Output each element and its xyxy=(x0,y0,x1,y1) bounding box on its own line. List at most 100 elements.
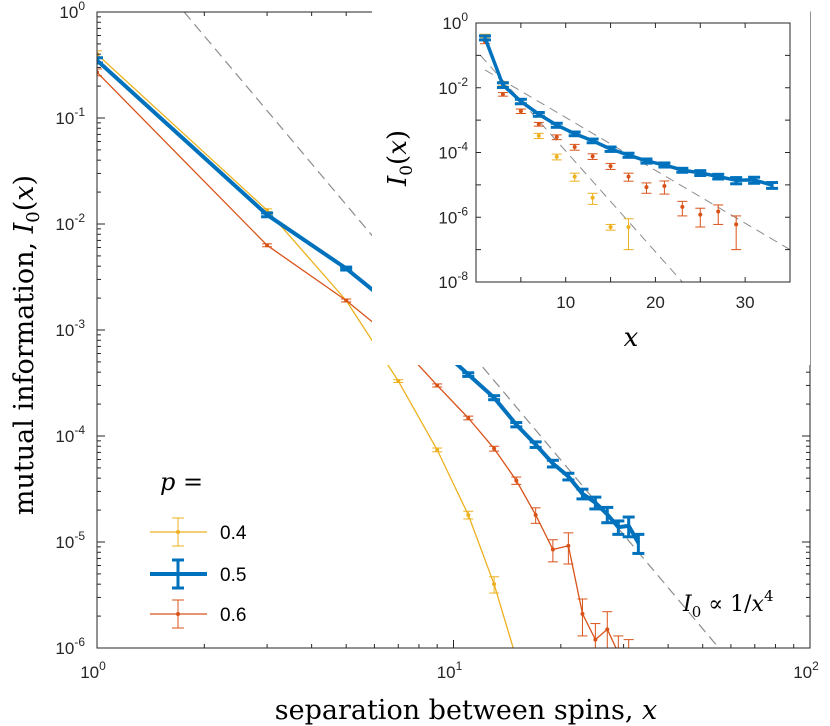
inset-x-tick-label: 10 xyxy=(556,293,575,312)
y-tick-label: 10-3 xyxy=(55,317,85,340)
errorbar-p-0.5 xyxy=(601,505,614,525)
inset-errorbar-p-0.4 xyxy=(533,132,544,140)
data-point-p-0.6 xyxy=(344,298,349,303)
legend-title: p = xyxy=(160,468,203,496)
inset-y-tick-label: 10-8 xyxy=(438,269,468,292)
legend-entry-p-0.5: 0.5 xyxy=(150,558,246,590)
x-tick-label: 100 xyxy=(80,659,106,682)
inset-errorbar-p-0.5 xyxy=(568,130,581,138)
inset-errorbar-p-0.6 xyxy=(695,207,706,228)
data-point-p-0.6 xyxy=(566,543,571,548)
data-point-p-0.6 xyxy=(580,611,585,616)
data-point-p-0.6 xyxy=(492,446,497,451)
errorbar-p-0.6 xyxy=(341,298,352,303)
inset-errorbar-p-0.4 xyxy=(551,153,562,161)
data-point-p-0.6 xyxy=(616,651,620,655)
inset-errorbar-p-0.5 xyxy=(640,157,653,165)
inset-data-point-p-0.6 xyxy=(500,92,505,97)
inset-axis-ticks: 10 20 30 10-8 10-6 10-4 10-2 100 xyxy=(438,10,790,312)
x-tick-label: 102 xyxy=(793,659,819,682)
data-point-p-0.6 xyxy=(627,656,631,660)
errorbar-p-0.6 xyxy=(262,243,273,248)
inset-errorbar-p-0.4 xyxy=(587,192,598,205)
data-point-p-0.4 xyxy=(534,678,538,682)
y-tick-label: 10-4 xyxy=(55,423,85,446)
errorbar-p-0.6 xyxy=(613,635,624,655)
inset-errorbar-p-0.4 xyxy=(605,223,616,231)
legend-background xyxy=(128,458,278,638)
errorbar-p-0.6 xyxy=(547,539,558,563)
inset-errorbar-p-0.5 xyxy=(694,169,707,177)
data-point-p-0.4 xyxy=(492,582,497,587)
inset-data-point-p-0.6 xyxy=(554,135,559,140)
inset-x-axis-label: x xyxy=(624,323,639,353)
inset-errorbar-p-0.6 xyxy=(641,182,652,194)
inset-data-point-p-0.6 xyxy=(662,184,667,189)
errorbar-p-0.6 xyxy=(530,507,541,524)
errorbar-p-0.5 xyxy=(576,487,589,501)
errorbar-p-0.5 xyxy=(462,371,475,378)
inset-errorbar-p-0.6 xyxy=(623,172,634,182)
main-plot: 100 101 102 10-6 10-5 10-4 10-3 10-2 10-1 100 sep… xyxy=(9,0,819,726)
legend-entries: 0.4 0.5 0.6 xyxy=(150,517,247,629)
data-point-p-0.4 xyxy=(396,379,401,384)
errorbar-p-0.6 xyxy=(511,476,522,485)
inset-x-tick-label: 30 xyxy=(736,293,755,312)
inset-x-tick-label: 20 xyxy=(646,293,665,312)
inset-data-point-p-0.4 xyxy=(608,224,613,229)
inset-data-point-p-0.4 xyxy=(536,133,541,138)
errorbar-p-0.5 xyxy=(622,515,635,539)
data-point-p-0.4 xyxy=(435,447,440,452)
inset-data-point-p-0.6 xyxy=(590,154,595,159)
inset-errorbar-p-0.5 xyxy=(730,176,743,186)
inset-errorbar-p-0.5 xyxy=(532,110,545,118)
y-tick-label: 10-1 xyxy=(55,105,85,128)
inset-data-point-p-0.6 xyxy=(536,122,541,127)
errorbar-p-0.4 xyxy=(511,653,521,665)
inset-errorbar-p-0.5 xyxy=(586,137,599,145)
inset-series-p-0.5 xyxy=(478,34,779,190)
inset-errorbar-p-0.4 xyxy=(569,172,580,182)
data-point-p-0.4 xyxy=(466,512,471,517)
inset-errorbar-p-0.5 xyxy=(748,175,761,185)
errorbar-p-0.5 xyxy=(546,458,559,469)
x-tick-label: 101 xyxy=(437,659,463,682)
errorbar-p-0.5 xyxy=(529,440,542,449)
inset-y-tick-label: 10-2 xyxy=(438,75,468,98)
legend-label-p-0.5: 0.5 xyxy=(220,565,246,586)
inset-errorbar-p-0.5 xyxy=(712,172,725,181)
inset-data-point-p-0.6 xyxy=(734,222,739,227)
data-point-p-0.6 xyxy=(550,547,555,552)
y-tick-label: 10-2 xyxy=(55,211,85,234)
errorbar-p-0.6 xyxy=(489,445,500,452)
errorbar-p-0.5 xyxy=(510,421,523,429)
inset-errorbar-p-0.6 xyxy=(587,153,598,160)
errorbar-p-0.6 xyxy=(577,598,588,637)
inset-errorbar-p-0.5 xyxy=(676,166,689,174)
errorbar-p-0.4 xyxy=(463,510,474,520)
legend-entry-p-0.6: 0.6 xyxy=(150,599,246,629)
inset-data-point-p-0.6 xyxy=(644,185,649,190)
errorbar-p-0.6 xyxy=(563,532,574,565)
inset-data-point-p-0.4 xyxy=(554,154,559,159)
errorbar-p-0.5 xyxy=(589,495,602,511)
data-point-p-0.6 xyxy=(265,243,270,248)
inset-data-point-p-0.6 xyxy=(698,212,703,217)
inset-y-tick-label: 10-4 xyxy=(438,140,468,163)
inset-errorbar-p-0.5 xyxy=(622,151,635,159)
inset-series-group xyxy=(478,33,779,251)
inset-data-point-p-0.4 xyxy=(626,224,631,229)
inset-data-point-p-0.6 xyxy=(518,109,523,114)
data-point-p-0.6 xyxy=(593,637,598,642)
inset-errorbar-p-0.6 xyxy=(533,121,544,127)
legend-entry-p-0.4: 0.4 xyxy=(150,517,247,547)
data-point-p-0.6 xyxy=(605,627,610,632)
legend-swatch-marker xyxy=(176,530,180,534)
main-reference-line xyxy=(183,11,720,649)
inset-errorbar-p-0.6 xyxy=(551,134,562,141)
inset-data-point-p-0.4 xyxy=(590,195,595,200)
inset-plot: 10 20 30 10-8 10-6 10-4 10-2 100 x I0(x) xyxy=(372,5,810,365)
inset-errorbar-p-0.5 xyxy=(766,181,779,190)
legend-swatch-marker xyxy=(176,612,180,616)
errorbar-p-0.6 xyxy=(623,639,634,660)
